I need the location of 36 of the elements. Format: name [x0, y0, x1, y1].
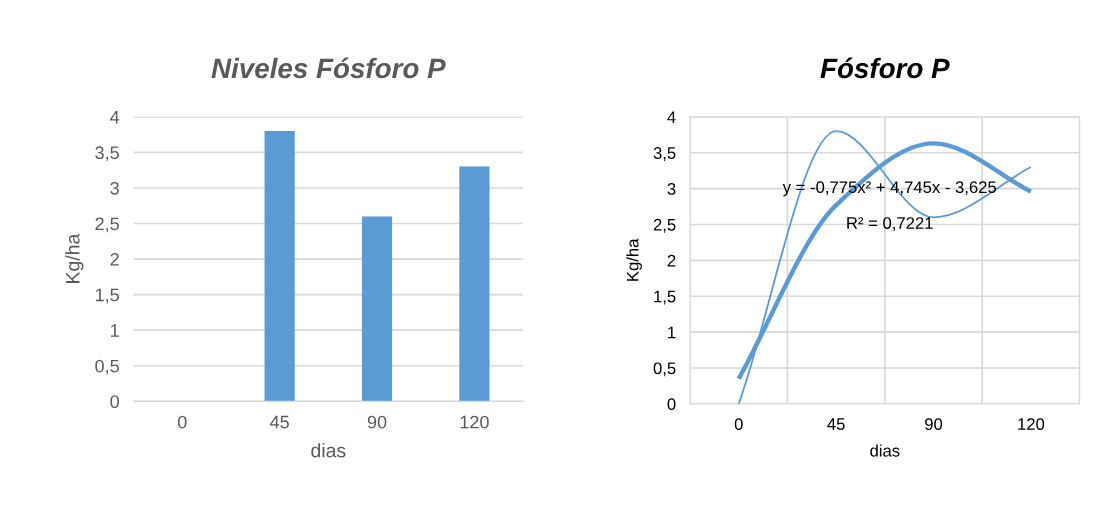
x-tick-label: 0: [177, 415, 187, 429]
y-tick-label: 4: [110, 110, 120, 124]
y-tick-label: 3,5: [653, 147, 676, 161]
y-tick-label: 0,5: [95, 359, 119, 375]
x-tick-label: 90: [367, 415, 387, 429]
y-tick-label: 2,5: [95, 217, 119, 233]
x-tick-label: 0: [734, 418, 743, 430]
y-tick-label: 1,5: [654, 290, 676, 305]
y-axis-title: Kg/ha: [626, 238, 642, 281]
x-tick-label: 90: [925, 418, 943, 430]
x-tick-label: 45: [270, 415, 289, 429]
y-tick-label: 0: [110, 395, 119, 409]
y-tick-label: 1,5: [95, 288, 119, 304]
annotation: R² = 0,7221: [847, 217, 933, 231]
y-tick-label: 1: [111, 324, 119, 337]
bar: [264, 131, 295, 402]
x-tick-label: 120: [1018, 418, 1045, 430]
y-tick-label: 2,5: [653, 218, 676, 233]
chart-title: Fósforo P: [820, 57, 950, 79]
y-tick-label: 2: [110, 253, 119, 266]
y-tick-label: 3: [110, 181, 119, 195]
bar: [459, 166, 490, 402]
x-axis-title: dias: [311, 443, 346, 458]
y-tick-label: 3: [667, 183, 676, 195]
y-axis-title: Kg/ha: [65, 233, 84, 283]
y-tick-label: 0,5: [653, 362, 676, 377]
y-tick-label: 3,5: [95, 146, 119, 162]
y-tick-label: 4: [667, 111, 676, 123]
x-tick-label: 120: [460, 415, 489, 429]
y-tick-label: 0: [667, 398, 676, 411]
y-tick-label: 2: [667, 254, 676, 267]
chart-title: Niveles Fósforo P: [211, 57, 446, 79]
x-tick-label: 45: [827, 418, 845, 430]
x-axis-title: dias: [870, 444, 900, 457]
bar: [361, 216, 393, 402]
y-tick-label: 1: [668, 326, 676, 339]
